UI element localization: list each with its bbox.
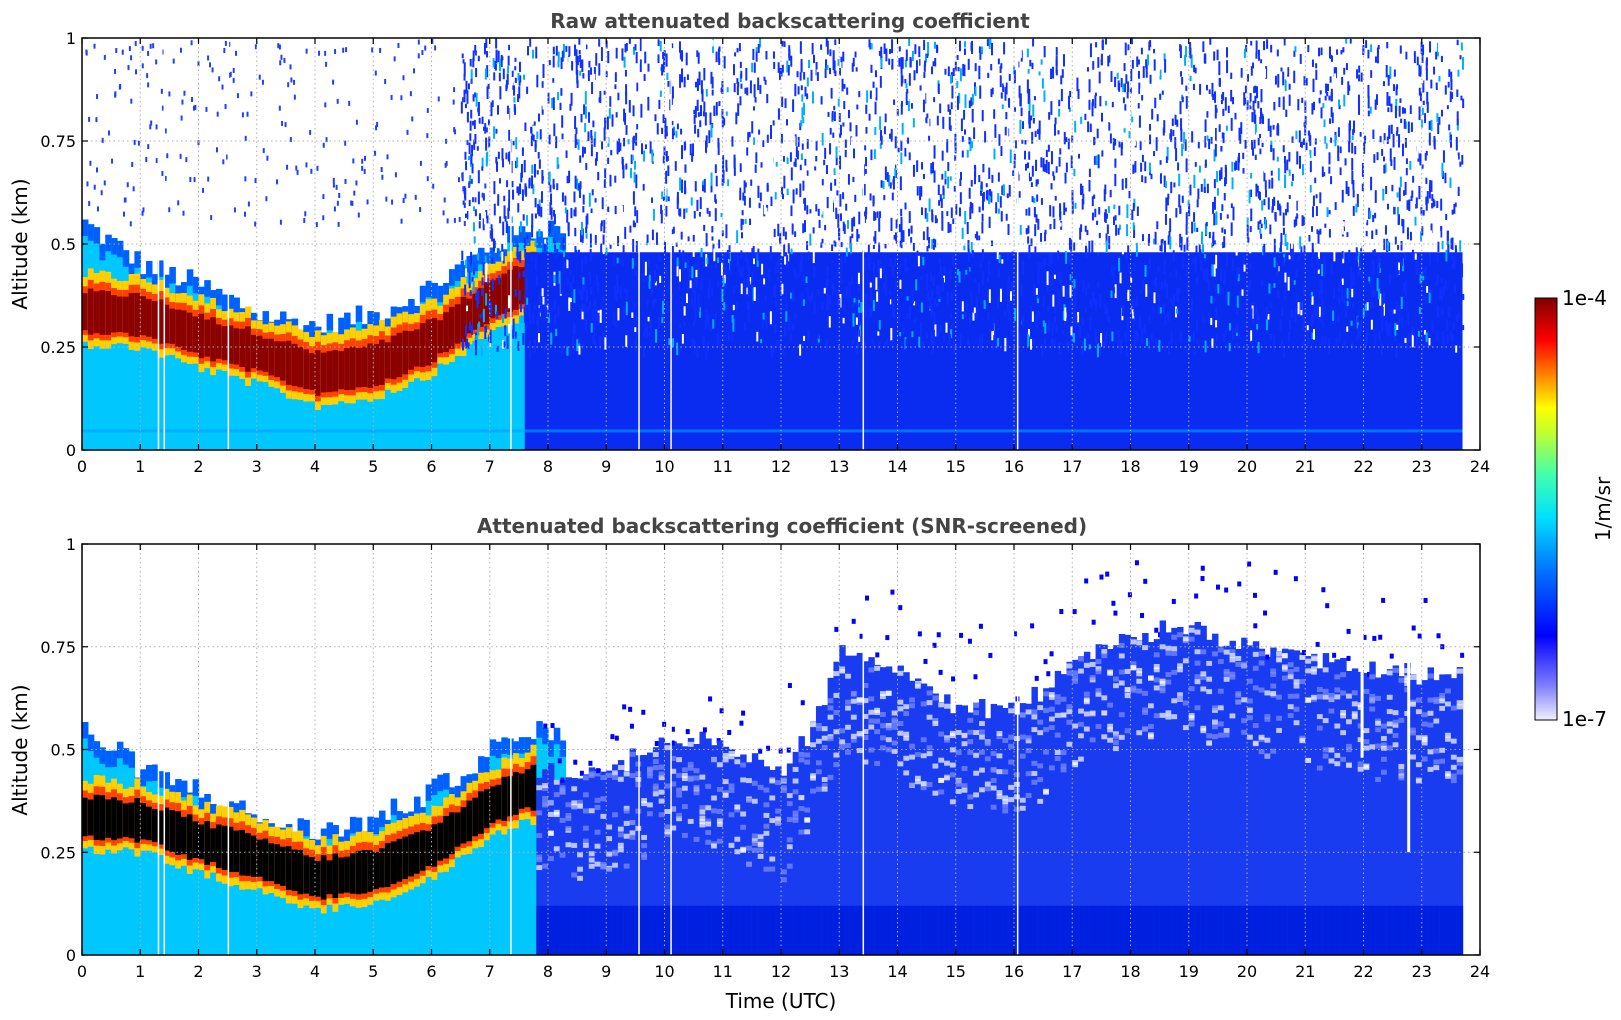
x-tick-label: 19 bbox=[1179, 962, 1199, 981]
x-tick-label: 12 bbox=[771, 457, 791, 476]
x-tick-label: 8 bbox=[543, 962, 553, 981]
x-tick-label: 19 bbox=[1179, 457, 1199, 476]
x-tick-label: 21 bbox=[1295, 962, 1315, 981]
y-tick-label: 0.75 bbox=[40, 638, 76, 657]
y-tick-label: 0 bbox=[66, 946, 76, 965]
screened-backscatter-panel: Attenuated backscattering coefficient (S… bbox=[8, 514, 1490, 1013]
x-tick-label: 22 bbox=[1353, 457, 1373, 476]
x-tick-label: 9 bbox=[601, 457, 611, 476]
screened-panel-title: Attenuated backscattering coefficient (S… bbox=[477, 514, 1087, 538]
x-tick-label: 24 bbox=[1470, 457, 1490, 476]
x-tick-label: 14 bbox=[887, 457, 907, 476]
colorbar-unit-label: 1/m/sr bbox=[1591, 476, 1615, 541]
y-tick-label: 1 bbox=[66, 29, 76, 48]
x-tick-label: 23 bbox=[1412, 962, 1432, 981]
x-tick-label: 0 bbox=[77, 457, 87, 476]
y-tick-label: 0.5 bbox=[51, 741, 76, 760]
x-tick-label: 0 bbox=[77, 962, 87, 981]
x-tick-label: 3 bbox=[252, 457, 262, 476]
x-tick-label: 23 bbox=[1412, 457, 1432, 476]
x-tick-label: 2 bbox=[193, 457, 203, 476]
x-tick-label: 7 bbox=[485, 962, 495, 981]
raw-backscatter-panel: Raw attenuated backscattering coefficien… bbox=[8, 9, 1490, 476]
colorbar-max-label: 1e-4 bbox=[1562, 286, 1607, 310]
colorbar-gradient bbox=[1534, 297, 1558, 721]
x-tick-label: 12 bbox=[771, 962, 791, 981]
screened-y-axis-label: Altitude (km) bbox=[8, 684, 32, 815]
x-tick-label: 13 bbox=[829, 457, 849, 476]
x-tick-label: 15 bbox=[946, 962, 966, 981]
x-tick-label: 22 bbox=[1353, 962, 1373, 981]
x-tick-label: 6 bbox=[426, 962, 436, 981]
y-tick-label: 0 bbox=[66, 441, 76, 460]
x-tick-label: 3 bbox=[252, 962, 262, 981]
y-tick-label: 0.75 bbox=[40, 132, 76, 151]
raw-y-axis: 0 0.25 0.5 0.75 1 bbox=[40, 29, 1480, 460]
x-tick-label: 20 bbox=[1237, 962, 1257, 981]
screened-heatmap bbox=[82, 544, 1465, 955]
x-tick-label: 8 bbox=[543, 457, 553, 476]
raw-panel-title: Raw attenuated backscattering coefficien… bbox=[550, 9, 1030, 33]
x-tick-label: 15 bbox=[946, 457, 966, 476]
x-tick-label: 18 bbox=[1120, 962, 1140, 981]
x-tick-label: 17 bbox=[1062, 457, 1082, 476]
raw-x-axis: 0 1 2 3 4 5 6 7 8 9 10 11 12 13 14 15 16 17 18 19 20 21 22 23 24 bbox=[77, 38, 1490, 476]
y-tick-label: 1 bbox=[66, 535, 76, 554]
x-tick-label: 11 bbox=[713, 457, 733, 476]
x-tick-label: 16 bbox=[1004, 457, 1024, 476]
screened-x-axis: 0 1 2 3 4 5 6 7 8 9 10 11 12 13 14 15 16 17 18 19 20 21 22 23 24 bbox=[77, 544, 1490, 981]
x-tick-label: 10 bbox=[654, 962, 674, 981]
x-tick-label: 5 bbox=[368, 457, 378, 476]
x-tick-label: 24 bbox=[1470, 962, 1490, 981]
x-tick-label: 17 bbox=[1062, 962, 1082, 981]
x-tick-label: 21 bbox=[1295, 457, 1315, 476]
x-tick-label: 4 bbox=[310, 962, 320, 981]
screened-y-axis: 0 0.25 0.5 0.75 1 bbox=[40, 535, 1480, 965]
colorbar: 1e-4 1e-7 1/m/sr bbox=[1534, 286, 1615, 731]
x-tick-label: 11 bbox=[713, 962, 733, 981]
x-tick-label: 1 bbox=[135, 962, 145, 981]
x-tick-label: 1 bbox=[135, 457, 145, 476]
x-tick-label: 7 bbox=[485, 457, 495, 476]
x-tick-label: 4 bbox=[310, 457, 320, 476]
x-tick-label: 16 bbox=[1004, 962, 1024, 981]
x-tick-label: 2 bbox=[193, 962, 203, 981]
x-tick-label: 9 bbox=[601, 962, 611, 981]
screened-gridlines bbox=[82, 544, 1480, 955]
x-tick-label: 18 bbox=[1120, 457, 1140, 476]
y-tick-label: 0.25 bbox=[40, 843, 76, 862]
x-tick-label: 20 bbox=[1237, 457, 1257, 476]
raw-gridlines bbox=[82, 38, 1480, 450]
x-tick-label: 10 bbox=[654, 457, 674, 476]
raw-y-axis-label: Altitude (km) bbox=[8, 178, 32, 309]
x-tick-label: 13 bbox=[829, 962, 849, 981]
raw-heatmap bbox=[82, 38, 1465, 450]
x-axis-label: Time (UTC) bbox=[725, 989, 837, 1013]
y-tick-label: 0.5 bbox=[51, 235, 76, 254]
x-tick-label: 5 bbox=[368, 962, 378, 981]
y-tick-label: 0.25 bbox=[40, 338, 76, 357]
colorbar-min-label: 1e-7 bbox=[1562, 707, 1607, 731]
x-tick-label: 14 bbox=[887, 962, 907, 981]
x-tick-label: 6 bbox=[426, 457, 436, 476]
